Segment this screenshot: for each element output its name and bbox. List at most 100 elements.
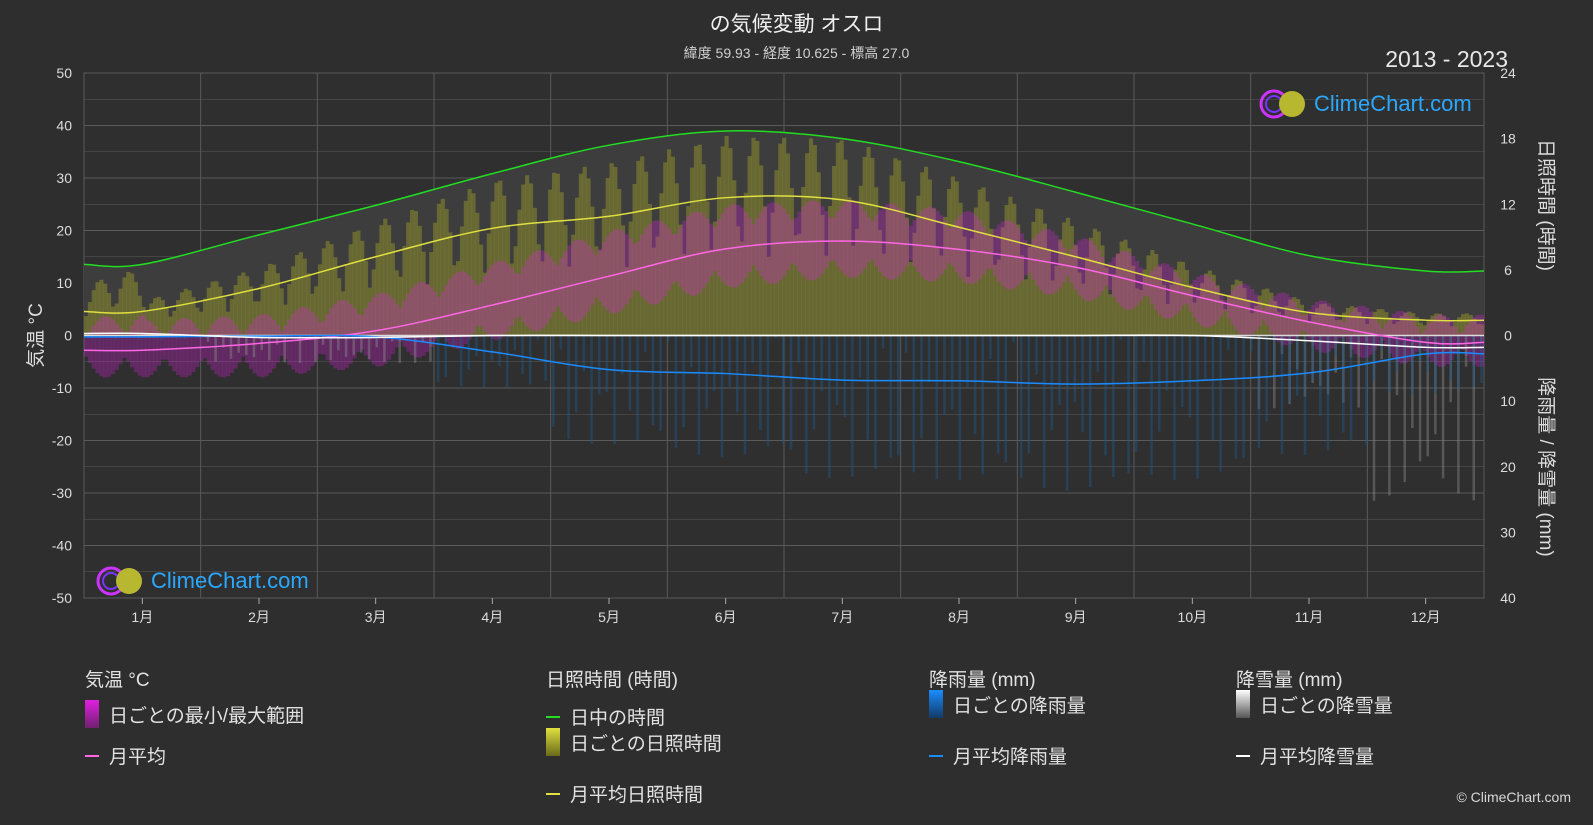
sunshine-bar [1204,273,1209,336]
sunshine-bar [1096,231,1101,336]
y-tick-label: -50 [52,590,72,606]
temp-range-bar [854,201,860,277]
snow-bar [1311,335,1314,384]
temp-range-bar [509,268,514,326]
y2-tick-label: 12 [1500,196,1516,212]
snow-bar [1342,335,1345,403]
temp-range-bar [732,203,737,288]
sunshine-bar [828,206,833,336]
rain-bar [920,335,923,439]
temp-range-bar [820,206,825,274]
sunshine-bar [1200,283,1205,336]
sunshine-bar [87,302,92,336]
rain-bar [705,335,708,409]
temp-range-bar [1200,274,1205,327]
temp-range-bar [816,202,821,278]
temp-range-bar [1115,253,1120,303]
rain-bar [1342,335,1345,433]
rain-bar [1303,335,1307,455]
temp-range-bar [390,298,395,355]
sunshine-bar [191,297,196,336]
rain-bar [1173,335,1176,481]
sunshine-bar [84,315,89,336]
sunshine-bar [1250,313,1255,336]
temp-range-bar [563,251,568,317]
temp-range-bar [812,200,817,281]
rain-bar [1165,335,1169,391]
sunshine-bar [966,276,971,336]
temp-range-bar [1468,320,1473,362]
snow-bar [1319,335,1322,386]
y-tick-label: 50 [56,65,72,81]
sunshine-bar [475,212,480,336]
rain-bar [567,335,570,439]
sunshine-bar [774,170,779,336]
sunshine-bar [728,148,733,336]
temp-range-bar [233,324,238,369]
temp-range-bar [1196,276,1201,323]
sunshine-bar [1476,323,1481,336]
rain-bar [1365,335,1368,445]
sunshine-bar [644,171,649,336]
sunshine-bar [1480,324,1485,336]
rain-bar [713,335,716,391]
temp-range-bar [1399,310,1404,364]
temp-range-bar [651,221,656,305]
snow-bar [337,335,340,351]
y-tick-label: -40 [52,538,72,554]
temp-range-bar [291,313,296,370]
sunshine-bar [670,156,675,336]
temp-range-bar [459,271,465,348]
rain-bar [789,335,793,450]
sunshine-bar [1246,299,1251,336]
sunshine-bar [548,189,553,336]
sunshine-bar [586,178,591,336]
rain-bar [1250,335,1253,352]
temp-range-bar [1319,300,1324,353]
rain-bar [881,335,885,349]
sunshine-bar [1165,303,1170,336]
temp-range-bar [1188,284,1193,312]
temp-range-bar [724,208,729,285]
rain-bar [1142,335,1146,362]
rain-bar [137,335,141,340]
temp-range-bar [99,317,104,377]
rain-bar [1058,335,1061,406]
rain-bar [452,335,455,346]
sunshine-bar [390,243,395,336]
temp-range-bar [1238,283,1243,335]
sunshine-bar [1157,266,1163,336]
sunshine-bar [245,276,250,336]
sunshine-bar [824,255,829,336]
sunshine-bar [574,197,580,336]
temp-range-bar [609,231,614,313]
temp-range-bar [866,217,871,263]
temp-range-bar [636,241,641,292]
rain-bar [1411,335,1414,395]
sunshine-bar [317,264,323,336]
temp-avg-line [83,240,1485,352]
rain-bar [667,335,670,342]
rain-bar [590,335,593,444]
sunshine-bar [199,311,204,336]
sunshine-bar [268,263,273,336]
temp-range-bar [947,227,952,264]
temp-range-bar [590,249,595,305]
rain-bar [1104,335,1107,456]
snow-bar [1464,335,1468,367]
sunshine-bar [1046,248,1051,336]
snow-bar [283,335,286,363]
temp-range-bar [835,211,840,267]
y-tick-label: -20 [52,433,72,449]
sunshine-bar [91,290,96,336]
snow-bar [421,335,425,342]
temp-range-bar [1280,292,1285,345]
temp-range-bar [544,252,549,325]
rain-bar [1119,335,1123,340]
temp-range-bar [1453,326,1458,355]
temp-range-bar [1207,277,1212,328]
snow-bar [214,335,217,362]
sunshine-bar [1403,312,1408,336]
snow-bar [1288,335,1291,405]
temp-range-bar [394,303,399,348]
